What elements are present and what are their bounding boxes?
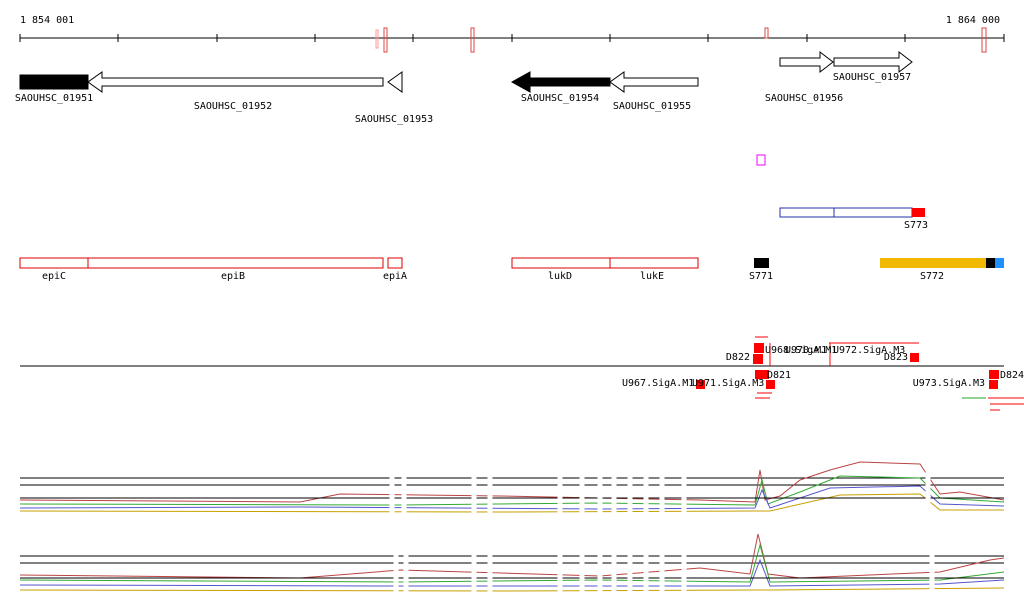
expression-panel-1 (19, 460, 1005, 520)
feature-label: epiC (42, 271, 66, 282)
feature-row (19, 257, 1004, 269)
feature-label: epiB (221, 271, 245, 282)
ruler (19, 34, 1005, 42)
gene-label: SAOUHSC_01952 (194, 101, 272, 112)
tu-label: D821 (767, 370, 791, 381)
tu-label: D824 (1000, 370, 1024, 381)
gene-label: SAOUHSC_01953 (355, 114, 433, 125)
feature-label: lukD (548, 271, 572, 282)
gene-label: SAOUHSC_01956 (765, 93, 843, 104)
expression-panel-2 (19, 533, 1005, 600)
feature-s773 (779, 207, 925, 218)
gene-label: SAOUHSC_01954 (521, 93, 599, 104)
feature-label: S773 (904, 220, 928, 231)
tu-label: U968.SigA.M1 (765, 345, 837, 356)
genes (19, 50, 913, 93)
feature-box (756, 154, 766, 166)
feature-label: S772 (920, 271, 944, 282)
feature-label: lukE (640, 271, 664, 282)
tu-label: U971.SigA.M3 (692, 378, 764, 389)
tu-track (20, 336, 1024, 411)
ruler-start: 1 854 001 (20, 15, 74, 26)
tu-label: U973.SigA.M3 (913, 378, 985, 389)
tu-label: U972.SigA.M3 (833, 345, 905, 356)
tu-label: D822 (726, 352, 750, 363)
tu-label: D823 (884, 352, 908, 363)
feature-label: epiA (383, 271, 407, 282)
gene-label: SAOUHSC_01955 (613, 101, 691, 112)
gene-label: SAOUHSC_01951 (15, 93, 93, 104)
ruler-end: 1 864 000 (946, 15, 1000, 26)
ruler-markers (375, 27, 987, 53)
feature-label: S771 (749, 271, 773, 282)
gene-label: SAOUHSC_01957 (833, 72, 911, 83)
tu-label: U970.M1 (785, 345, 827, 356)
tu-label: U967.SigA.M1 (622, 378, 694, 389)
